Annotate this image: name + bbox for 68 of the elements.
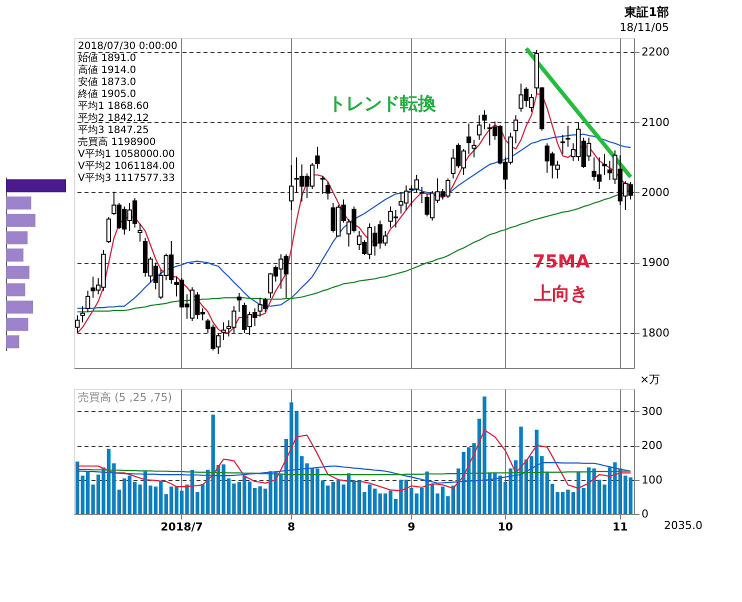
bar — [6, 179, 66, 192]
candlestick — [221, 322, 226, 340]
y-tick-label: 1900 — [642, 256, 670, 270]
x-tick-label: 9 — [408, 520, 416, 534]
annotation: 高値 1914.0 — [78, 64, 136, 76]
candlestick — [472, 139, 476, 158]
candlestick — [75, 314, 80, 334]
candlestick — [138, 224, 142, 242]
bar — [6, 214, 36, 227]
y-tick-label: 0 — [642, 508, 648, 520]
candlestick — [289, 164, 294, 211]
candlestick — [420, 186, 424, 204]
annotation: トレンド転換 — [328, 94, 437, 115]
annotation: 終値 1905.0 — [77, 88, 136, 100]
bar — [6, 300, 33, 314]
annotation: V平均1 1058000.00 — [78, 148, 175, 160]
line-series — [76, 429, 632, 492]
candlestick — [326, 181, 330, 200]
candlestick — [320, 176, 326, 194]
bar — [6, 335, 20, 348]
y-tick-label: 2100 — [642, 116, 670, 129]
bar — [6, 248, 24, 262]
bar — [6, 283, 26, 296]
annotation: V平均3 1117577.33 — [78, 172, 175, 184]
annotation: 75MA — [532, 252, 590, 273]
candlestick — [86, 290, 90, 312]
annotation: V平均2 1061184.00 — [78, 160, 175, 172]
candlestick — [106, 216, 112, 244]
text: 2035.0 — [664, 519, 702, 532]
y-tick-label: 100 — [642, 473, 662, 486]
annotation: 2018/07/30 0:00:00 — [78, 41, 178, 52]
y-tick-label: 200 — [642, 439, 662, 452]
annotation: 安値 1873.0 — [78, 76, 136, 88]
candlestick — [602, 153, 607, 176]
chart-subtitle: 18/11/05 — [620, 21, 669, 34]
candlestick — [80, 306, 85, 323]
y-tick-label: 1800 — [642, 326, 670, 340]
bar — [6, 196, 32, 210]
candlestick — [466, 123, 472, 154]
chart-title: 東証1部 — [624, 5, 669, 19]
x-tick-label: 8 — [288, 520, 296, 534]
bar — [6, 318, 28, 331]
candlestick — [236, 292, 242, 312]
bar — [628, 477, 632, 514]
bar — [6, 266, 30, 279]
candlestick — [476, 114, 482, 140]
x-tick-label: 11 — [612, 520, 628, 534]
candlestick — [482, 110, 487, 130]
candlestick — [513, 114, 518, 144]
x-tick-label: 10 — [498, 520, 514, 534]
x-tick-label: 2018/7 — [160, 520, 203, 534]
annotation: 始値 1891.0 — [78, 52, 136, 64]
y-axis-title: ×万 — [640, 373, 660, 386]
bar — [76, 462, 80, 514]
y-tick-label: 2200 — [642, 46, 670, 59]
annotation: 平均1 1868.60 — [78, 100, 149, 112]
candlestick — [566, 125, 570, 148]
bar — [6, 231, 28, 244]
chart-title: 売買高 (5 ,25 ,75) — [78, 391, 172, 404]
y-tick-label: 300 — [642, 404, 662, 418]
line-series — [76, 462, 632, 484]
annotation: 平均3 1847.25 — [78, 124, 149, 136]
candlestick — [560, 134, 566, 154]
annotation: 上向き — [533, 283, 588, 304]
annotation: 売買高 1198900 — [78, 136, 156, 148]
y-tick-label: 2000 — [642, 186, 670, 199]
candlestick — [315, 146, 320, 170]
annotation: 平均2 1842.12 — [78, 112, 149, 124]
